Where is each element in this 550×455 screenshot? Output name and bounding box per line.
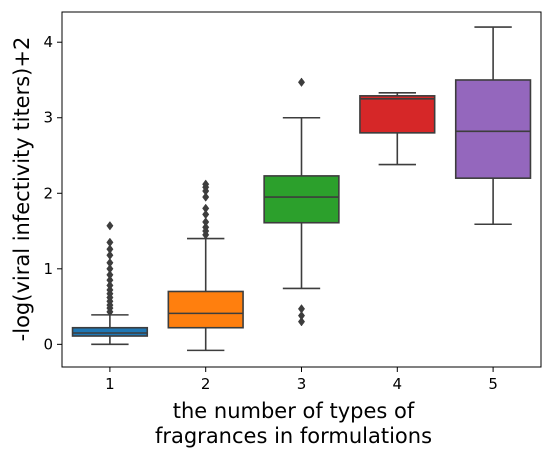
outlier-point — [297, 316, 306, 327]
plot-content — [71, 26, 532, 352]
y-tick-label: 3 — [43, 109, 53, 127]
outlier-point — [297, 310, 306, 321]
box-group-2 — [167, 179, 244, 352]
x-axis-label: the number of types of fragrances in form… — [155, 399, 432, 448]
outlier-point — [202, 222, 210, 232]
outlier-point — [106, 221, 114, 231]
y-tick-label: 4 — [43, 33, 53, 51]
outlier-point — [202, 209, 210, 220]
outlier-point — [202, 203, 210, 214]
x-tick-label: 3 — [297, 375, 307, 393]
outlier-point — [297, 304, 306, 314]
outlier-point — [202, 217, 210, 227]
x-axis-label-line: the number of types of — [173, 399, 415, 423]
box-group-3 — [263, 77, 340, 327]
x-axis-label-line: fragrances in formulations — [155, 424, 432, 448]
y-tick-label: 1 — [43, 260, 53, 278]
box-iqr — [454, 79, 532, 179]
outlier-point — [106, 258, 114, 268]
box-iqr — [359, 95, 436, 134]
outlier-point — [106, 244, 114, 254]
outlier-point — [106, 270, 114, 280]
outlier-point — [106, 275, 114, 285]
outlier-point — [202, 192, 210, 202]
x-tick-label: 4 — [393, 375, 403, 393]
x-tick-label: 5 — [488, 375, 498, 393]
y-axis-label: -log(viral infectivity titers)+2 — [10, 37, 34, 342]
x-axis: 1 2 3 4 5 — [105, 367, 498, 393]
outlier-point — [202, 179, 210, 189]
x-tick-label: 1 — [105, 375, 115, 393]
box-iqr — [167, 290, 244, 329]
outlier-point — [106, 264, 114, 274]
outlier-point — [106, 280, 114, 291]
outlier-point — [297, 77, 306, 87]
x-tick-label: 2 — [201, 375, 211, 393]
box-group-4 — [359, 92, 436, 166]
outlier-point — [106, 250, 114, 260]
box-group-1 — [71, 221, 149, 346]
y-axis: 0 1 2 3 4 — [43, 33, 62, 353]
y-tick-label: 2 — [43, 184, 53, 202]
box-iqr — [263, 175, 340, 224]
box-group-5 — [454, 26, 532, 226]
box-iqr — [71, 326, 149, 337]
y-tick-label: 0 — [43, 335, 53, 353]
outlier-point — [106, 237, 114, 248]
